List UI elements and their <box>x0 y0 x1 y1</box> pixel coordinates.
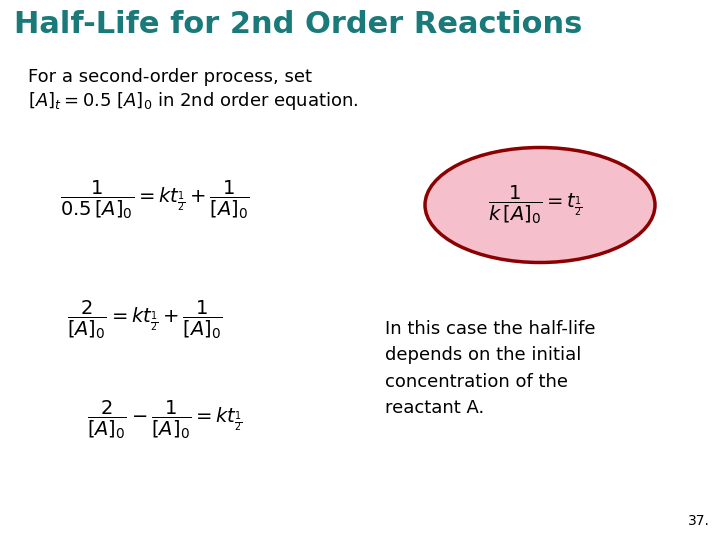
Text: $\dfrac{1}{0.5\,[A]_0} = kt_{\frac{1}{2}} + \dfrac{1}{[A]_0}$: $\dfrac{1}{0.5\,[A]_0} = kt_{\frac{1}{2}… <box>60 179 250 221</box>
Text: 37.: 37. <box>688 514 710 528</box>
Text: $[A]_t=0.5\ [A]_0$ in 2nd order equation.: $[A]_t=0.5\ [A]_0$ in 2nd order equation… <box>28 90 359 112</box>
Ellipse shape <box>425 147 655 262</box>
Text: $\dfrac{1}{k\,[A]_0} = t_{\frac{1}{2}}$: $\dfrac{1}{k\,[A]_0} = t_{\frac{1}{2}}$ <box>487 184 582 226</box>
Text: $\dfrac{2}{[A]_0} - \dfrac{1}{[A]_0} = kt_{\frac{1}{2}}$: $\dfrac{2}{[A]_0} - \dfrac{1}{[A]_0} = k… <box>87 399 243 441</box>
Text: For a second-order process, set: For a second-order process, set <box>28 68 312 86</box>
Text: Half-Life for 2nd Order Reactions: Half-Life for 2nd Order Reactions <box>14 10 582 39</box>
Text: In this case the half-life
depends on the initial
concentration of the
reactant : In this case the half-life depends on th… <box>385 320 595 417</box>
Text: $\dfrac{2}{[A]_0} = kt_{\frac{1}{2}} + \dfrac{1}{[A]_0}$: $\dfrac{2}{[A]_0} = kt_{\frac{1}{2}} + \… <box>67 299 222 341</box>
